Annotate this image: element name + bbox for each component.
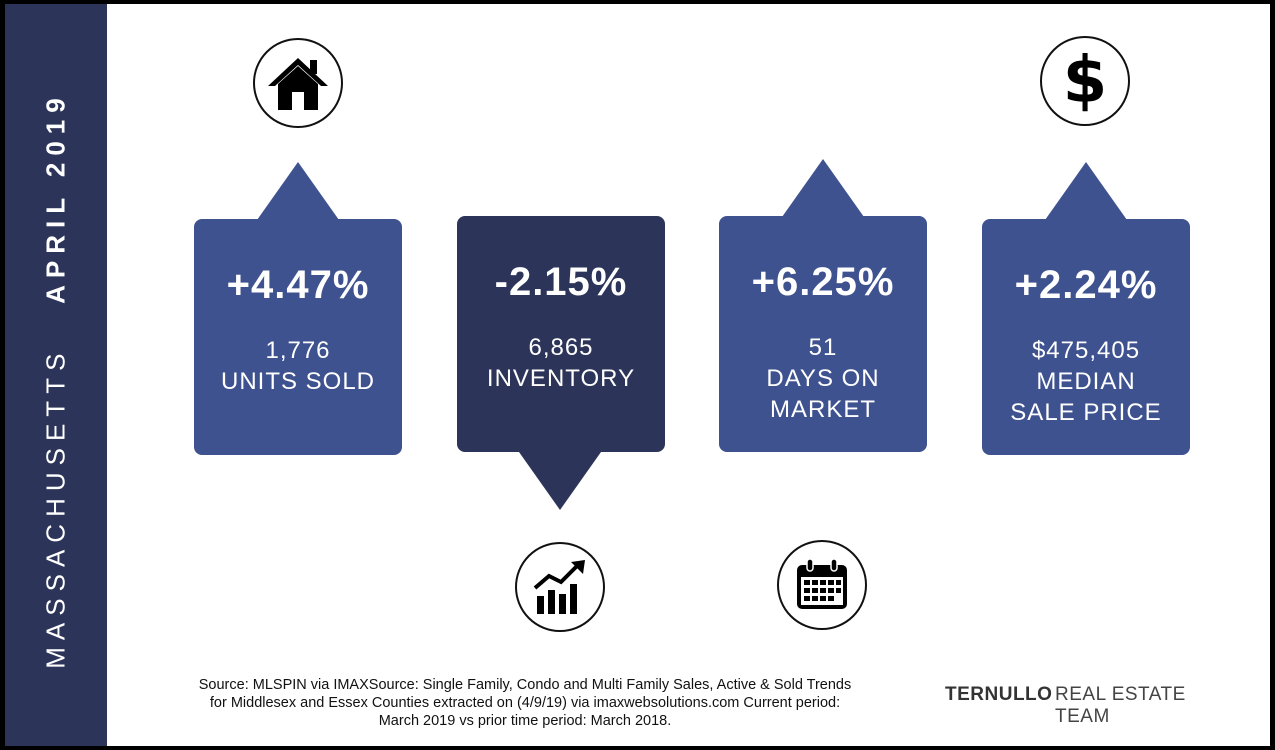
calendar-icon bbox=[777, 540, 867, 630]
card-pointer bbox=[519, 452, 601, 510]
sidebar-title: MASSACHUSETTS APRIL 2019 bbox=[41, 91, 72, 668]
stat-card-days-on-market: +6.25% 51 DAYS ON MARKET bbox=[719, 216, 927, 452]
house-icon bbox=[253, 38, 343, 128]
source-note: Source: MLSPIN via IMAXSource: Single Fa… bbox=[135, 676, 915, 730]
percent-change: +2.24% bbox=[1014, 263, 1158, 307]
dollar-icon: $ bbox=[1040, 36, 1130, 126]
percent-change: -2.15% bbox=[494, 260, 628, 304]
source-line: March 2019 vs prior time period: March 2… bbox=[378, 713, 672, 729]
company-logo: TERNULLO REAL ESTATE TEAM bbox=[945, 678, 1245, 727]
stat-card-median-sale-price: +2.24% $475,405 MEDIAN SALE PRICE bbox=[982, 219, 1190, 455]
source-line: Source: MLSPIN via IMAXSource: Single Fa… bbox=[198, 677, 852, 693]
stat-label: INVENTORY bbox=[486, 365, 636, 392]
stat-value: 1,776 bbox=[265, 337, 331, 364]
stat-card-units-sold: +4.47% 1,776 UNITS SOLD bbox=[194, 219, 402, 455]
infographic: MASSACHUSETTS APRIL 2019 +4.47% 1,776 UN… bbox=[5, 4, 1270, 746]
stat-label: MEDIAN bbox=[1036, 368, 1136, 395]
stat-label: DAYS ON bbox=[766, 365, 880, 392]
stat-value: $475,405 bbox=[1031, 337, 1141, 364]
stat-label: SALE PRICE bbox=[1010, 399, 1162, 426]
card-pointer bbox=[257, 162, 339, 220]
percent-change: +4.47% bbox=[226, 263, 370, 307]
card-pointer bbox=[1045, 162, 1127, 220]
stat-value: 51 bbox=[808, 334, 838, 361]
stat-card-inventory: -2.15% 6,865 INVENTORY bbox=[457, 216, 665, 452]
source-line: for Middlesex and Essex Counties extract… bbox=[209, 695, 841, 711]
stat-label: UNITS SOLD bbox=[220, 368, 376, 395]
percent-change: +6.25% bbox=[751, 260, 895, 304]
period-label: APRIL 2019 bbox=[40, 91, 71, 304]
sidebar: MASSACHUSETTS APRIL 2019 bbox=[5, 4, 107, 746]
trend-chart-icon bbox=[515, 542, 605, 632]
logo-team: REAL ESTATE TEAM bbox=[1055, 684, 1186, 727]
logo-brand: TERNULLO bbox=[945, 684, 1053, 705]
state-label: MASSACHUSETTS bbox=[40, 346, 71, 669]
stat-label: MARKET bbox=[769, 396, 876, 423]
stat-value: 6,865 bbox=[528, 334, 594, 361]
card-pointer bbox=[782, 159, 864, 217]
